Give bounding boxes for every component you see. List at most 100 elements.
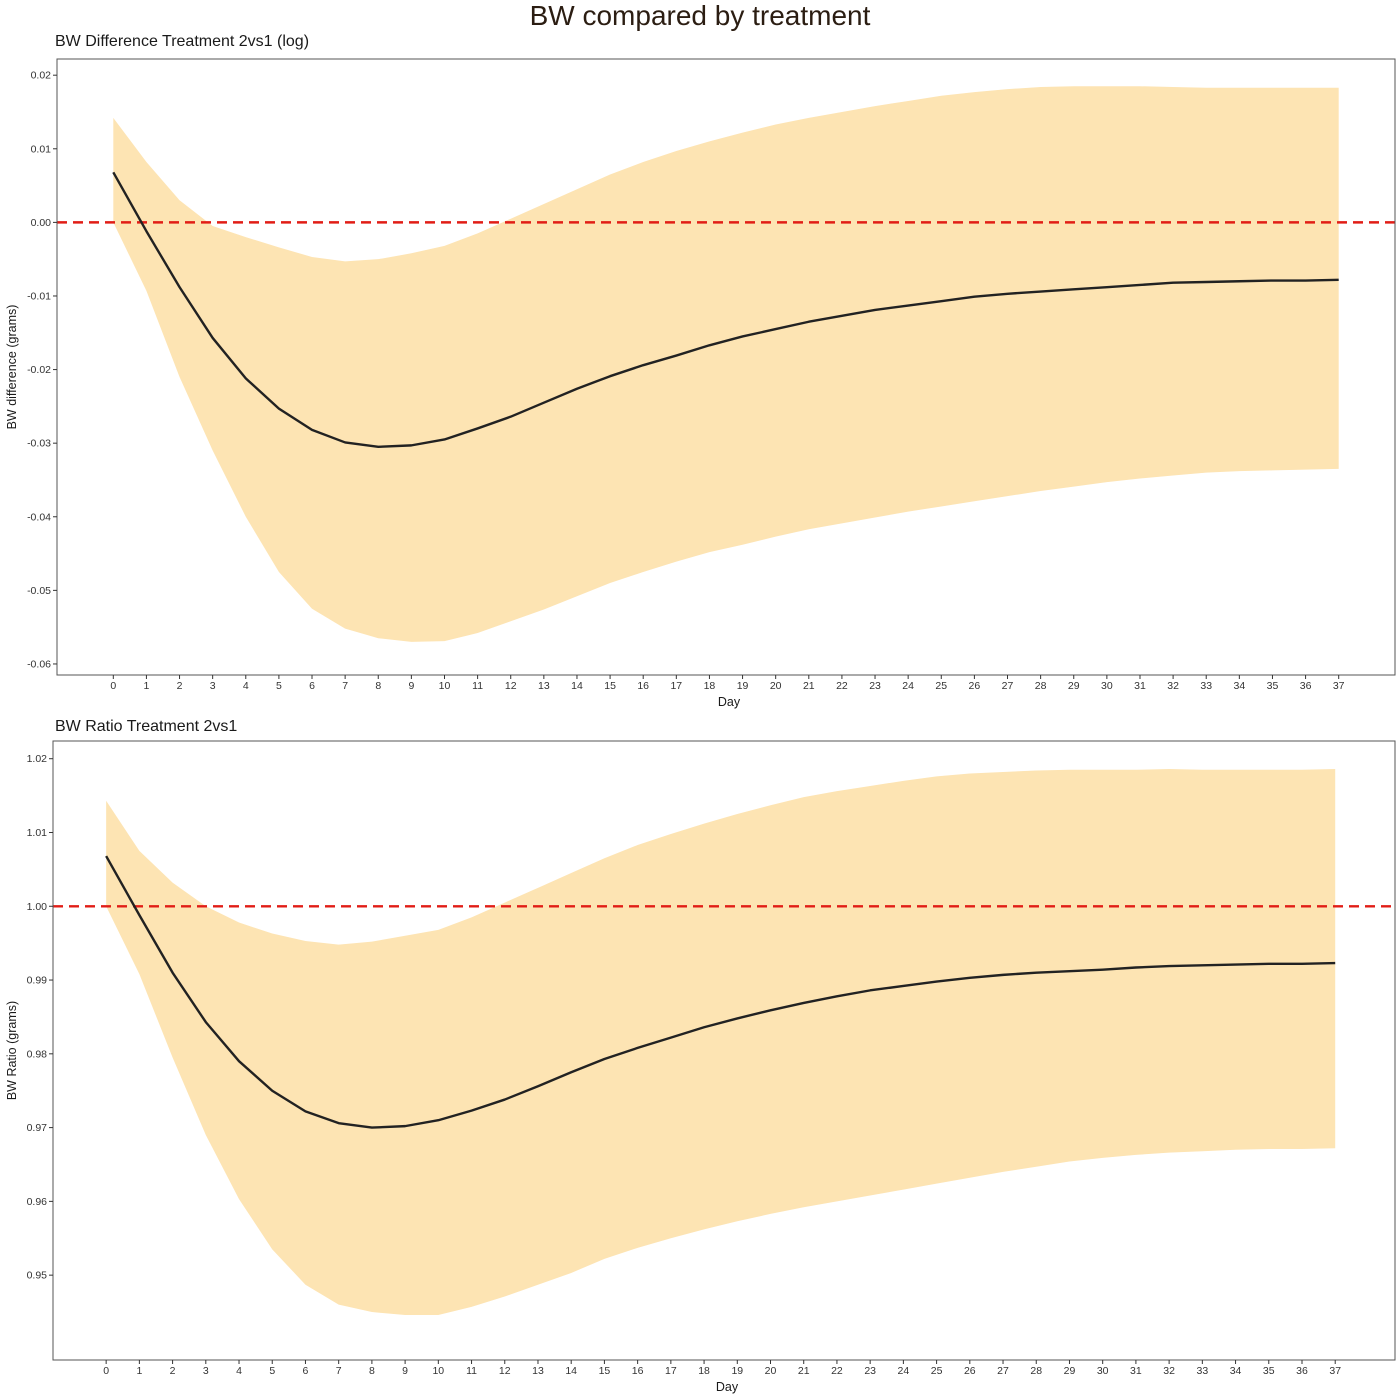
x-tick-label: 20	[770, 680, 782, 692]
x-tick-label: 17	[665, 1365, 677, 1377]
x-tick-label: 9	[402, 1365, 408, 1377]
y-tick-label: 0.00	[31, 217, 52, 229]
x-tick-label: 18	[698, 1365, 710, 1377]
x-tick-label: 36	[1300, 680, 1312, 692]
y-tick-label: 1.01	[27, 827, 48, 839]
x-tick-label: 37	[1329, 1365, 1341, 1377]
x-tick-label: 4	[243, 680, 249, 692]
x-tick-label: 8	[375, 680, 381, 692]
x-tick-label: 15	[599, 1365, 611, 1377]
y-tick-label: 0.98	[27, 1048, 48, 1060]
x-tick-label: 1	[143, 680, 149, 692]
x-tick-label: 25	[935, 680, 947, 692]
x-tick-label: 4	[236, 1365, 242, 1377]
confidence-ribbon	[106, 769, 1336, 1315]
figure-title: BW compared by treatment	[529, 0, 871, 31]
estimate-line	[112, 171, 1339, 449]
x-tick-label: 19	[737, 680, 749, 692]
x-tick-label: 16	[632, 1365, 644, 1377]
y-tick-label: -0.03	[27, 438, 51, 450]
x-tick-label: 9	[408, 680, 414, 692]
y-tick-label: 0.95	[27, 1270, 48, 1282]
x-tick-label: 28	[1035, 680, 1047, 692]
x-tick-label: 10	[439, 680, 451, 692]
y-tick-label: -0.05	[27, 585, 51, 597]
x-tick-label: 2	[177, 680, 183, 692]
y-tick-label: 1.00	[27, 901, 48, 913]
x-tick-label: 34	[1233, 680, 1245, 692]
confidence-ribbon	[113, 86, 1339, 642]
x-tick-label: 3	[210, 680, 216, 692]
difference-panel: BW Difference Treatment 2vs1 (log) 0.02 0…	[5, 33, 1396, 709]
x-tick-label: 7	[342, 680, 348, 692]
x-tick-label: 29	[1068, 680, 1080, 692]
x-tick-label: 10	[432, 1365, 444, 1377]
x-tick-label: 12	[505, 680, 517, 692]
x-tick-label: 0	[110, 680, 116, 692]
difference-chart: 0.02 0.01 0.00 -0.01 -0.02 -0.03 -0.04 -0.05 -0.…	[5, 58, 1396, 709]
x-axis-label: Day	[718, 695, 741, 709]
x-tick-label: 23	[869, 680, 881, 692]
x-tick-label: 0	[103, 1365, 109, 1377]
y-tick-label: 0.96	[27, 1196, 48, 1208]
x-tick-label: 35	[1263, 1365, 1275, 1377]
x-tick-label: 29	[1064, 1365, 1076, 1377]
x-tick-label: 31	[1130, 1365, 1142, 1377]
x-tick-label: 25	[931, 1365, 943, 1377]
x-tick-label: 6	[303, 1365, 309, 1377]
x-tick-label: 14	[571, 680, 583, 692]
x-tick-label: 12	[499, 1365, 511, 1377]
x-tick-label: 32	[1167, 680, 1179, 692]
y-axis-label: BW Ratio (grams)	[5, 1001, 19, 1100]
difference-panel-title: BW Difference Treatment 2vs1 (log)	[55, 33, 310, 50]
y-axis-label: BW difference (grams)	[5, 305, 19, 430]
x-tick-label: 18	[704, 680, 716, 692]
x-tick-label: 24	[902, 680, 914, 692]
x-tick-label: 11	[466, 1365, 477, 1377]
x-tick-label: 11	[472, 680, 483, 692]
estimate-line	[105, 855, 1336, 1129]
x-tick-label: 6	[309, 680, 315, 692]
y-tick-label: 0.01	[31, 143, 52, 155]
x-tick-label: 28	[1030, 1365, 1042, 1377]
x-tick-label: 30	[1101, 680, 1113, 692]
x-tick-label: 31	[1134, 680, 1146, 692]
x-tick-label: 5	[276, 680, 282, 692]
plot-border	[56, 58, 1396, 676]
x-tick-label: 17	[670, 680, 682, 692]
ratio-panel-title: BW Ratio Treatment 2vs1	[55, 718, 238, 735]
x-tick-label: 13	[538, 680, 550, 692]
x-tick-label: 15	[604, 680, 616, 692]
y-tick-label: -0.06	[27, 658, 51, 670]
y-tick-label: 0.99	[27, 975, 48, 987]
y-tick-label: -0.01	[27, 290, 51, 302]
x-tick-label: 7	[336, 1365, 342, 1377]
x-tick-label: 22	[831, 1365, 843, 1377]
x-tick-label: 26	[969, 680, 981, 692]
x-tick-label: 8	[369, 1365, 375, 1377]
y-tick-label: 1.02	[27, 753, 48, 765]
y-tick-label: 0.02	[31, 70, 52, 82]
x-tick-label: 23	[864, 1365, 876, 1377]
y-tick-label: -0.02	[27, 364, 51, 376]
x-axis-label: Day	[716, 1380, 739, 1394]
x-tick-label: 24	[898, 1365, 910, 1377]
x-tick-label: 21	[803, 680, 815, 692]
y-tick-label: -0.04	[27, 511, 51, 523]
plot-border	[52, 740, 1396, 1361]
x-tick-label: 16	[637, 680, 649, 692]
x-tick-label: 36	[1296, 1365, 1308, 1377]
x-tick-label: 21	[798, 1365, 810, 1377]
x-tick-label: 35	[1267, 680, 1279, 692]
x-tick-label: 33	[1196, 1365, 1208, 1377]
x-tick-label: 34	[1230, 1365, 1242, 1377]
x-tick-label: 32	[1163, 1365, 1175, 1377]
x-tick-label: 26	[964, 1365, 976, 1377]
x-tick-label: 27	[1002, 680, 1014, 692]
x-tick-label: 27	[997, 1365, 1009, 1377]
x-tick-label: 30	[1097, 1365, 1109, 1377]
x-tick-label: 20	[765, 1365, 777, 1377]
y-tick-label: 0.97	[27, 1122, 48, 1134]
